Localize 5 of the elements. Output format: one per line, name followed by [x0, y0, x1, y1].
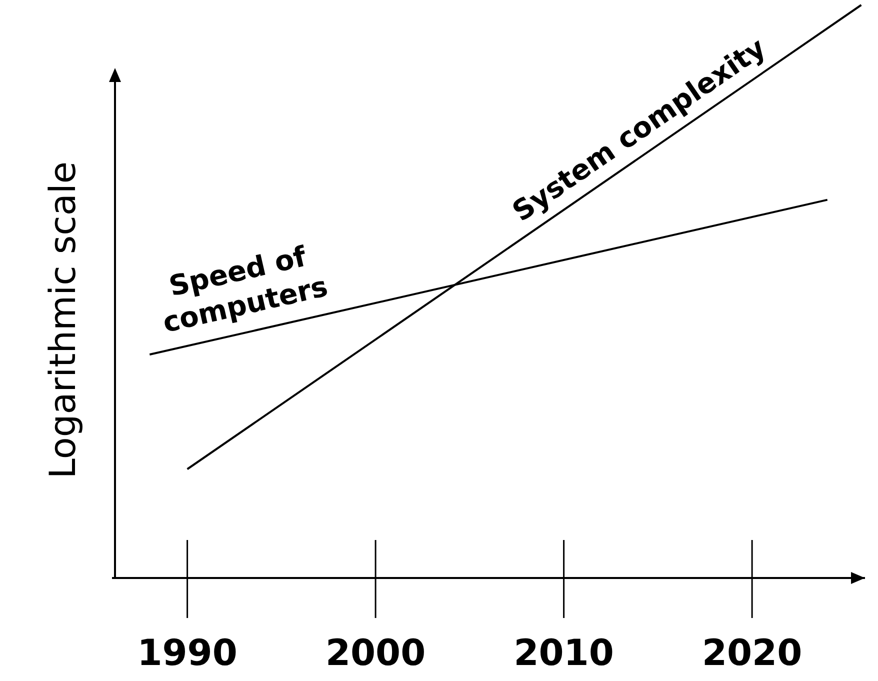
- y-axis-title: Logarithmic scale: [43, 161, 84, 479]
- x-tick-label: 2010: [514, 633, 614, 674]
- x-tick-label: 2020: [702, 633, 802, 674]
- x-tick-label: 2000: [325, 633, 426, 674]
- x-tick-label: 1990: [137, 633, 238, 674]
